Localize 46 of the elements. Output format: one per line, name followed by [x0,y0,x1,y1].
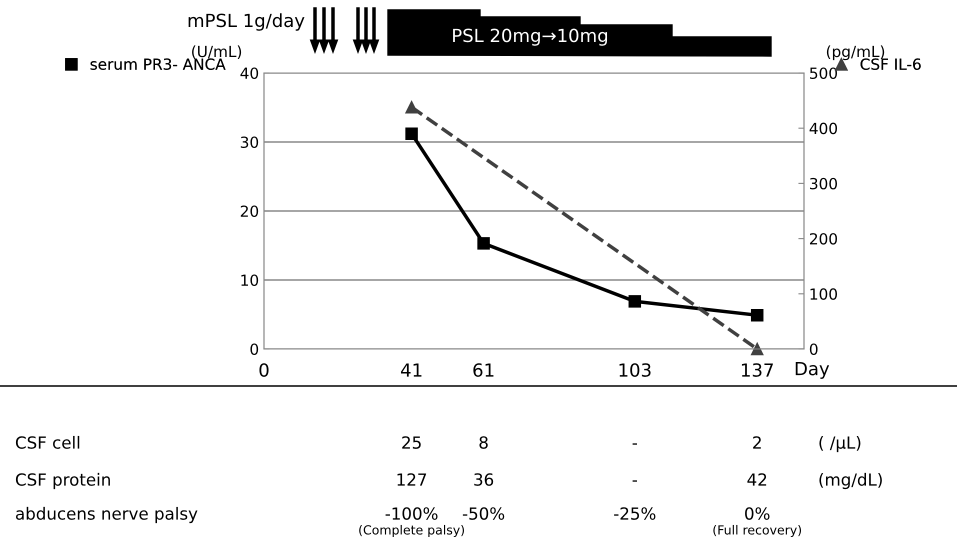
text: 0% [745,507,770,520]
point [477,237,490,250]
y2-tick-label: 100 [810,288,838,300]
text: CSF cell [16,436,80,449]
text: 127 [398,473,426,486]
text: 42 [747,473,766,486]
x-tick-label: 61 [473,363,494,377]
y2-tick-label: 500 [810,67,838,80]
y-tick-label: 20 [240,205,258,218]
y-tick-label: 10 [241,274,258,286]
point [750,308,764,322]
y-tick-label: 30 [240,136,258,148]
y2-tick-label: 0 [810,343,818,356]
x-tick-label: 41 [400,363,422,377]
y2-tick-label: 400 [810,122,838,134]
x-tick-label: 137 [742,363,773,377]
text: mPSL 1g/day [188,13,304,31]
text: 2 [753,436,761,449]
text: - [632,480,637,482]
y2-tick-label: 300 [810,178,838,190]
text: ( /µL) [819,436,860,452]
point [405,127,418,140]
y-tick-label: 0 [250,343,258,356]
text: (mg/dL) [819,472,882,490]
legend-label: serum PR3- ANCA [90,58,226,70]
text: -50% [462,507,504,520]
y-axis-title: (U/mL) [192,45,242,60]
text: 25 [402,436,421,449]
y2-tick-label: 200 [810,233,838,245]
y2-axis-title: (pg/mL) [826,45,884,60]
text: CSF protein [16,472,110,490]
text: PSL 20mg→10mg [453,28,608,46]
legend-label: CSF IL-6 [860,58,921,70]
text: 8 [479,436,488,449]
point [628,295,642,308]
text: -25% [614,507,656,520]
text: - [632,443,637,445]
x-tick-label: 103 [620,363,651,377]
text: (Complete palsy) [359,524,464,538]
x-tick-label: 0 [259,363,269,377]
text: -100% [386,507,438,520]
text: 36 [474,473,494,486]
text: abducens nerve palsy [16,506,198,524]
text: (Full recovery) [713,524,802,538]
x-axis-title: Day [796,362,830,379]
y-tick-label: 40 [240,67,258,80]
